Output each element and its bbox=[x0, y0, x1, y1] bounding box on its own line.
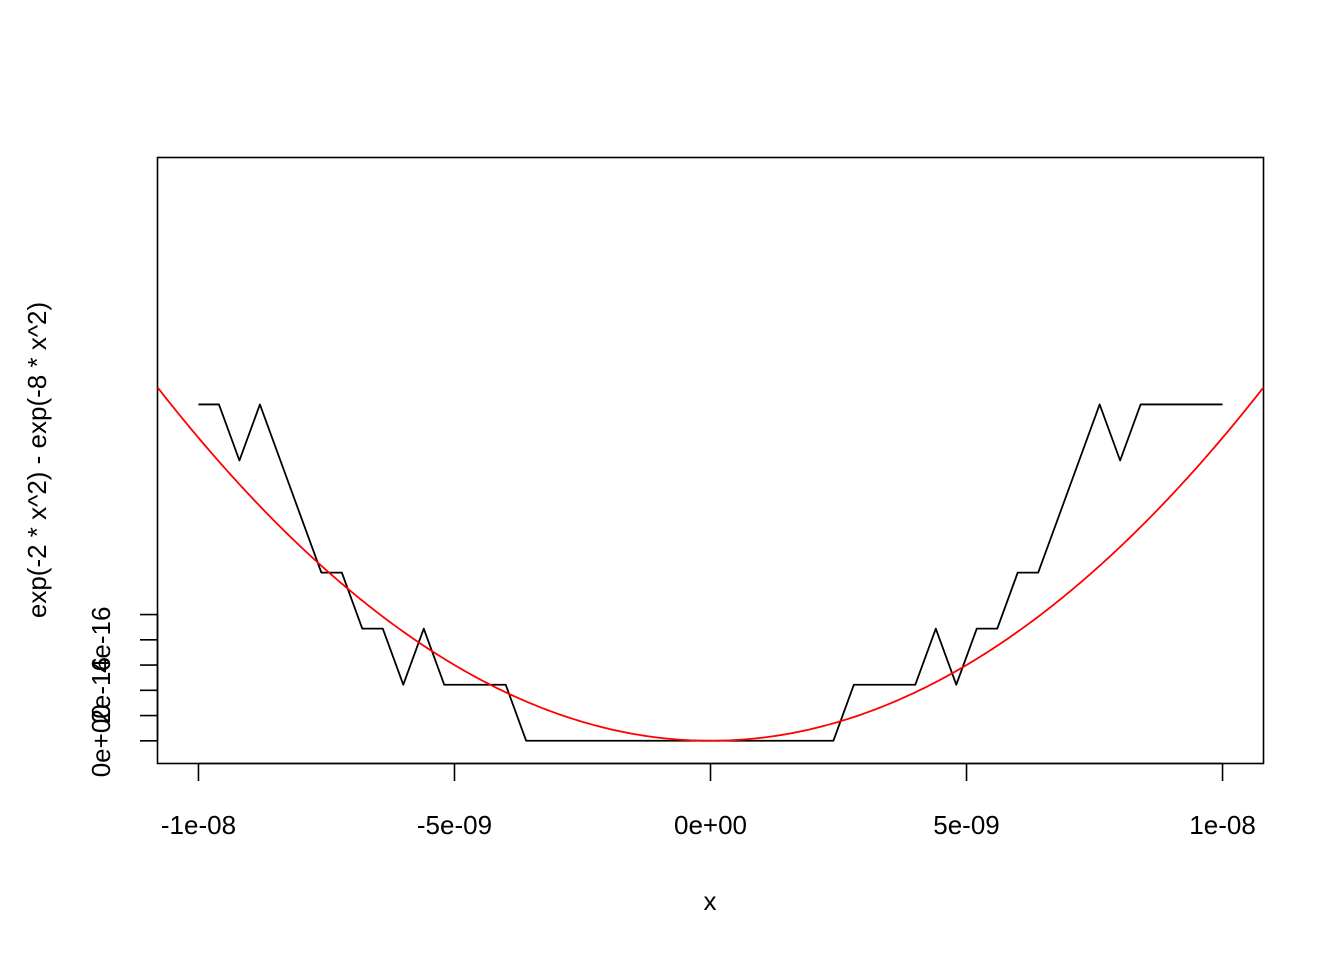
y-tick-label: 2e-16 bbox=[86, 657, 116, 724]
x-tick-label: 5e-09 bbox=[933, 810, 1000, 840]
x-tick-label: 1e-08 bbox=[1189, 810, 1256, 840]
series-line-1 bbox=[198, 403, 1223, 742]
y-tick-label: 0e+00 bbox=[86, 704, 116, 777]
x-tick-label: -5e-09 bbox=[417, 810, 492, 840]
plot-area bbox=[157, 386, 1264, 742]
series-line-2 bbox=[157, 386, 1264, 742]
y-axis-label: exp(-2 * x^2) - exp(-8 * x^2) bbox=[22, 302, 52, 618]
plot-box bbox=[156, 156, 1265, 765]
y-tick-label: 4e-16 bbox=[86, 607, 116, 674]
x-axis: -1e-08 -5e-09 0e+00 5e-09 1e-08 bbox=[161, 762, 1256, 840]
x-tick-label: 0e+00 bbox=[674, 810, 747, 840]
x-axis-label: x bbox=[704, 886, 717, 916]
x-tick-label: -1e-08 bbox=[161, 810, 236, 840]
